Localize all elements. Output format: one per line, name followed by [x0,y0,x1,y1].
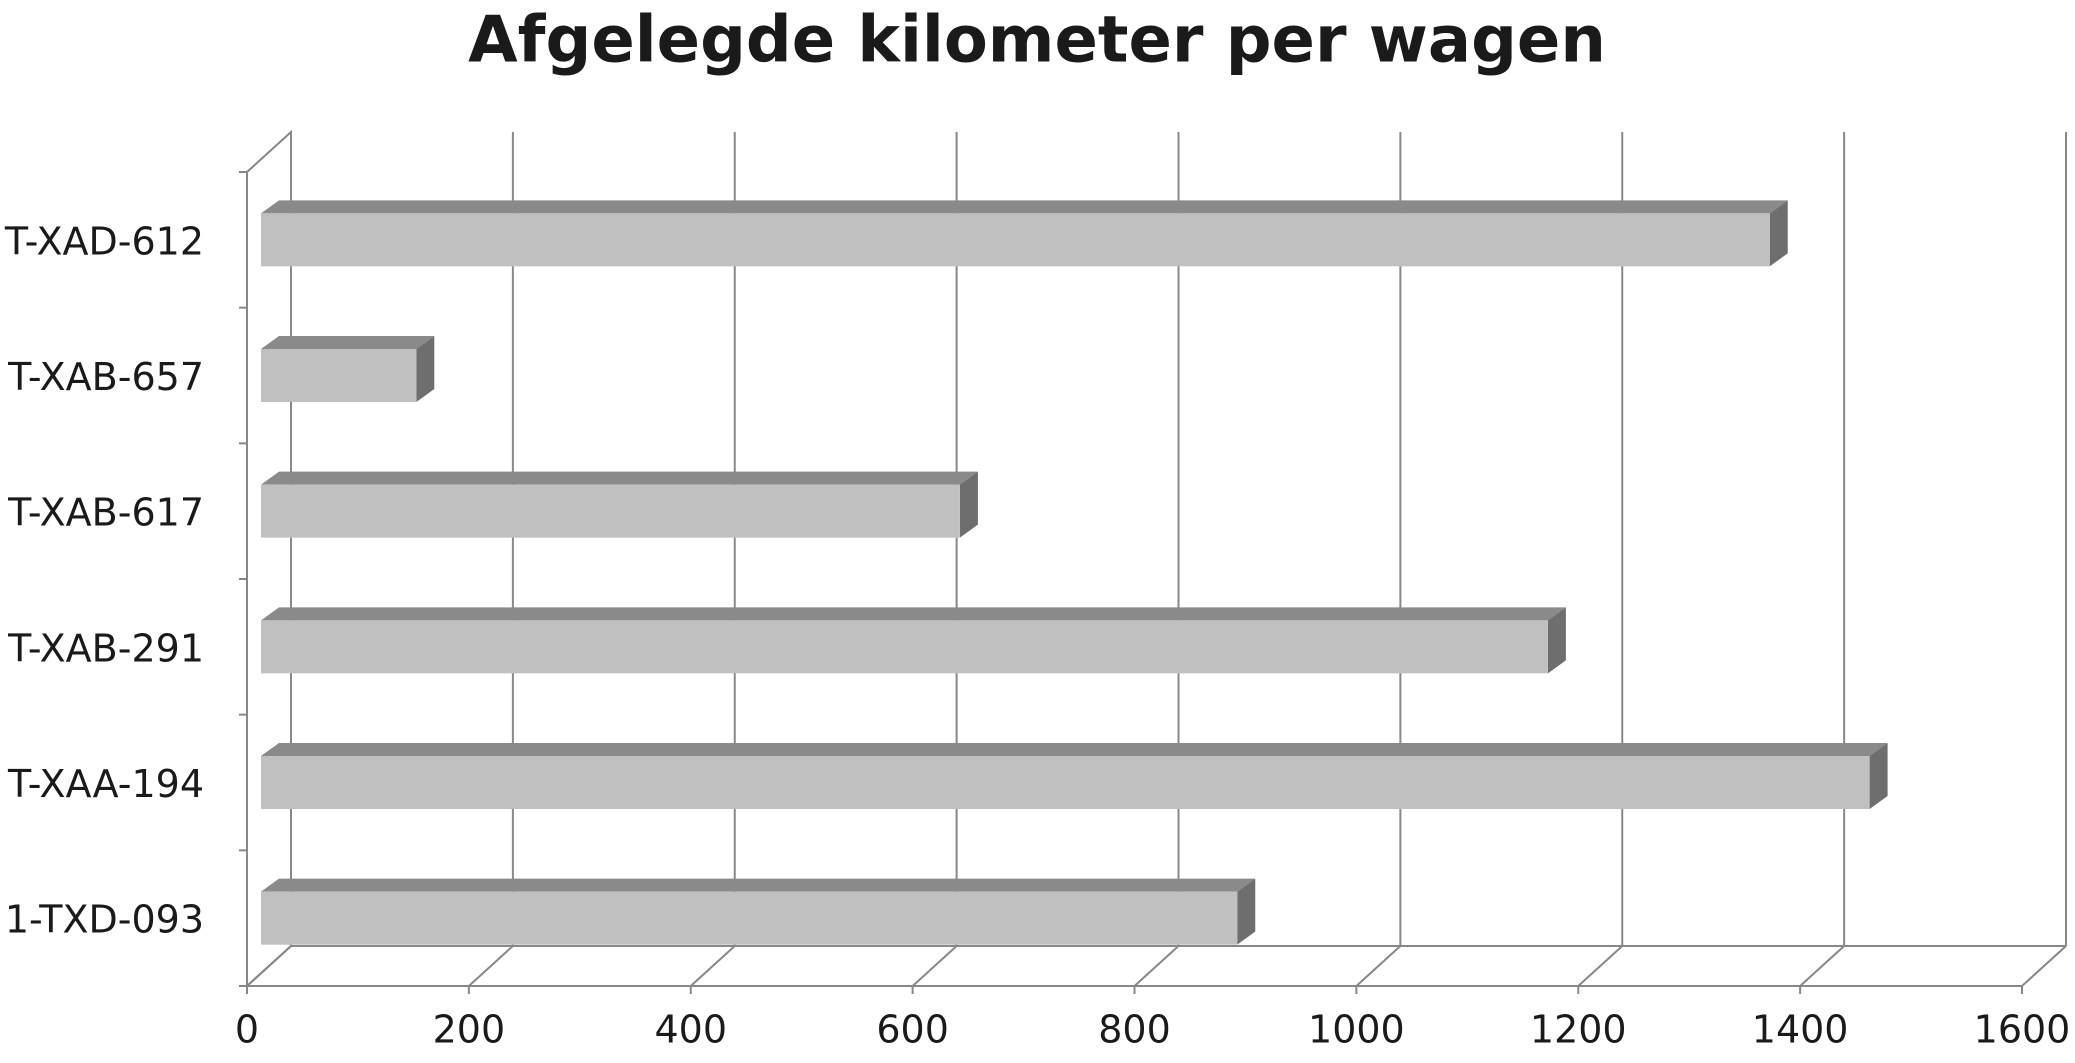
x-tick-label: 600 [876,1008,949,1052]
bar-side [416,336,435,402]
grid-line [246,945,292,987]
y-tick-label: 1-TXD-093 [5,898,204,942]
x-tick-label: 1600 [1974,1008,2071,1052]
x-tick-label: 1200 [1530,1008,1627,1052]
x-tick-label: 1000 [1308,1008,1405,1052]
bar-top [261,336,435,349]
bar-top [261,200,1788,214]
bar [261,349,417,402]
bar-side [1769,200,1788,267]
bar [261,756,1870,809]
y-tick-label: T-XAD-612 [4,219,204,263]
y-tick-label: T-XAB-291 [7,626,204,670]
x-tick-label: 800 [1098,1008,1171,1052]
bar [261,891,1238,945]
bar-side [959,471,978,538]
x-tick-label: 0 [235,1008,259,1052]
bar-top [261,607,1566,621]
bar-top [261,471,978,485]
bar-side [1869,743,1888,809]
bar-top [261,743,1888,756]
bar-side [1237,878,1256,945]
grid-line [1577,945,1623,987]
y-tick-label: T-XAA-194 [7,762,204,806]
grid-line [1355,945,1402,987]
grid-line [2021,945,2067,987]
bar [261,484,960,538]
chart-title: Afgelegde kilometer per wagen [468,4,1606,78]
grid-line [1133,945,1180,987]
bar-side [1547,607,1566,674]
bar [261,620,1548,674]
y-tick-label: T-XAB-657 [7,355,204,399]
x-tick-label: 400 [654,1008,727,1052]
grid-line [1799,945,1845,987]
x-tick-label: 200 [433,1008,506,1052]
bar-top [261,878,1256,892]
grid-line [911,945,958,987]
bar [261,213,1770,267]
grid-line [690,945,736,987]
x-tick-label: 1400 [1752,1008,1849,1052]
y-tick-label: T-XAB-617 [7,491,204,535]
grid-line [468,945,514,987]
